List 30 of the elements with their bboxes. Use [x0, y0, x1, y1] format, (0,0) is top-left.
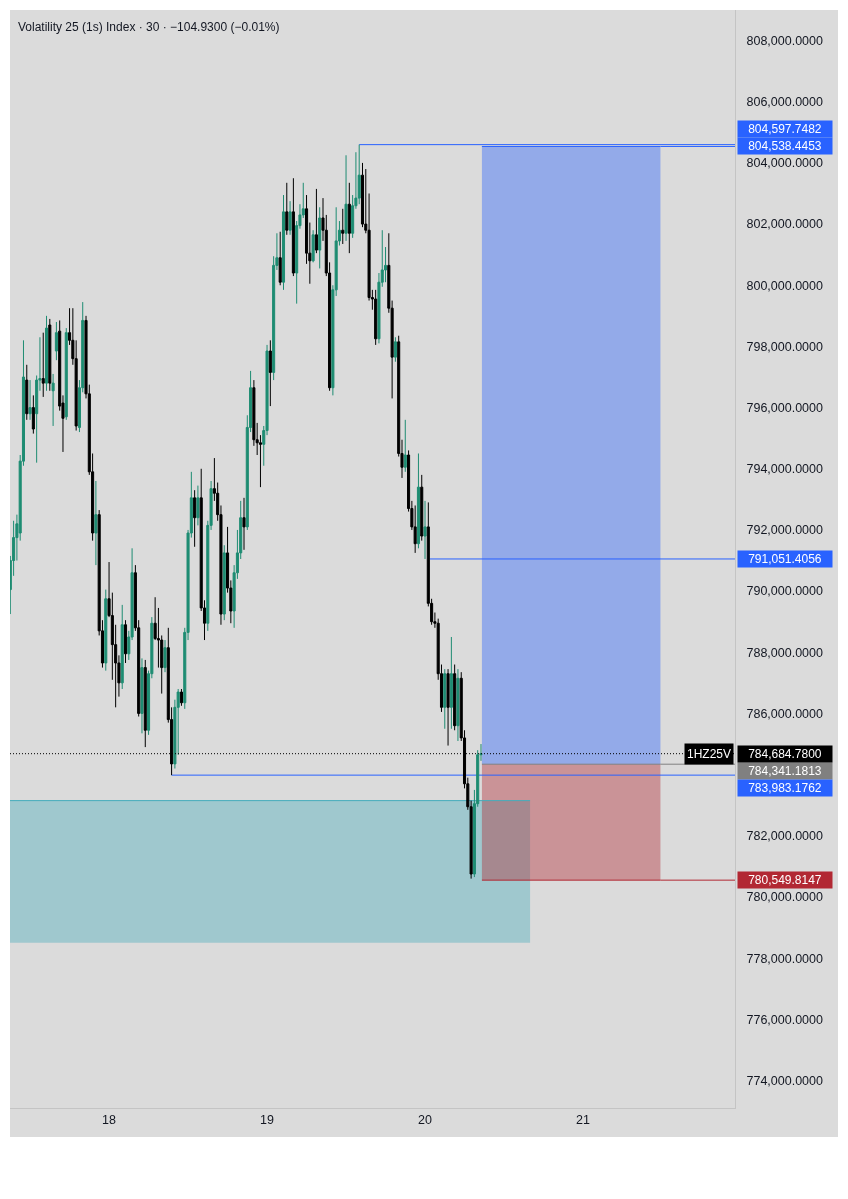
y-tick-label: 778,000.0000: [746, 951, 824, 966]
data-label: 804,597.7482: [748, 122, 822, 136]
y-tick-label: 802,000.0000: [746, 217, 824, 232]
y-tick-label: 794,000.0000: [746, 462, 824, 477]
y-tick-label: 796,000.0000: [746, 400, 824, 415]
y-tick-label: 790,000.0000: [746, 584, 824, 599]
y-tick-label: 798,000.0000: [746, 339, 824, 354]
data-label: 791,051.4056: [748, 552, 822, 566]
y-tick-label: 780,000.0000: [746, 890, 824, 905]
annotation: 1HZ25V: [687, 747, 732, 761]
x-tick-label: 18: [102, 1113, 117, 1127]
y-tick-label: 800,000.0000: [746, 278, 824, 293]
x-tick-label: 20: [418, 1113, 433, 1127]
data-label: 783,983.1762: [748, 781, 822, 795]
y-tick-label: 806,000.0000: [746, 95, 824, 110]
x-tick-label: 19: [260, 1113, 275, 1127]
y-tick-label: 808,000.0000: [746, 33, 824, 48]
y-tick-label: 786,000.0000: [746, 706, 824, 721]
data-label: 784,341.1813: [748, 764, 822, 778]
text: Volatility 25 (1s) Index · 30 · −104.9300 (−0.01%): [18, 20, 280, 35]
ref-line-label: 784,684.7800: [748, 747, 822, 761]
y-tick-label: 782,000.0000: [746, 829, 824, 844]
y-tick-label: 804,000.0000: [746, 156, 824, 171]
y-tick-label: 788,000.0000: [746, 645, 824, 660]
data-label: 804,538.4453: [748, 139, 822, 153]
data-label: 780,549.8147: [748, 873, 822, 887]
y-tick-label: 774,000.0000: [746, 1073, 824, 1088]
x-tick-label: 21: [576, 1113, 591, 1127]
y-tick-label: 792,000.0000: [746, 523, 824, 538]
y-tick-label: 776,000.0000: [746, 1012, 824, 1027]
